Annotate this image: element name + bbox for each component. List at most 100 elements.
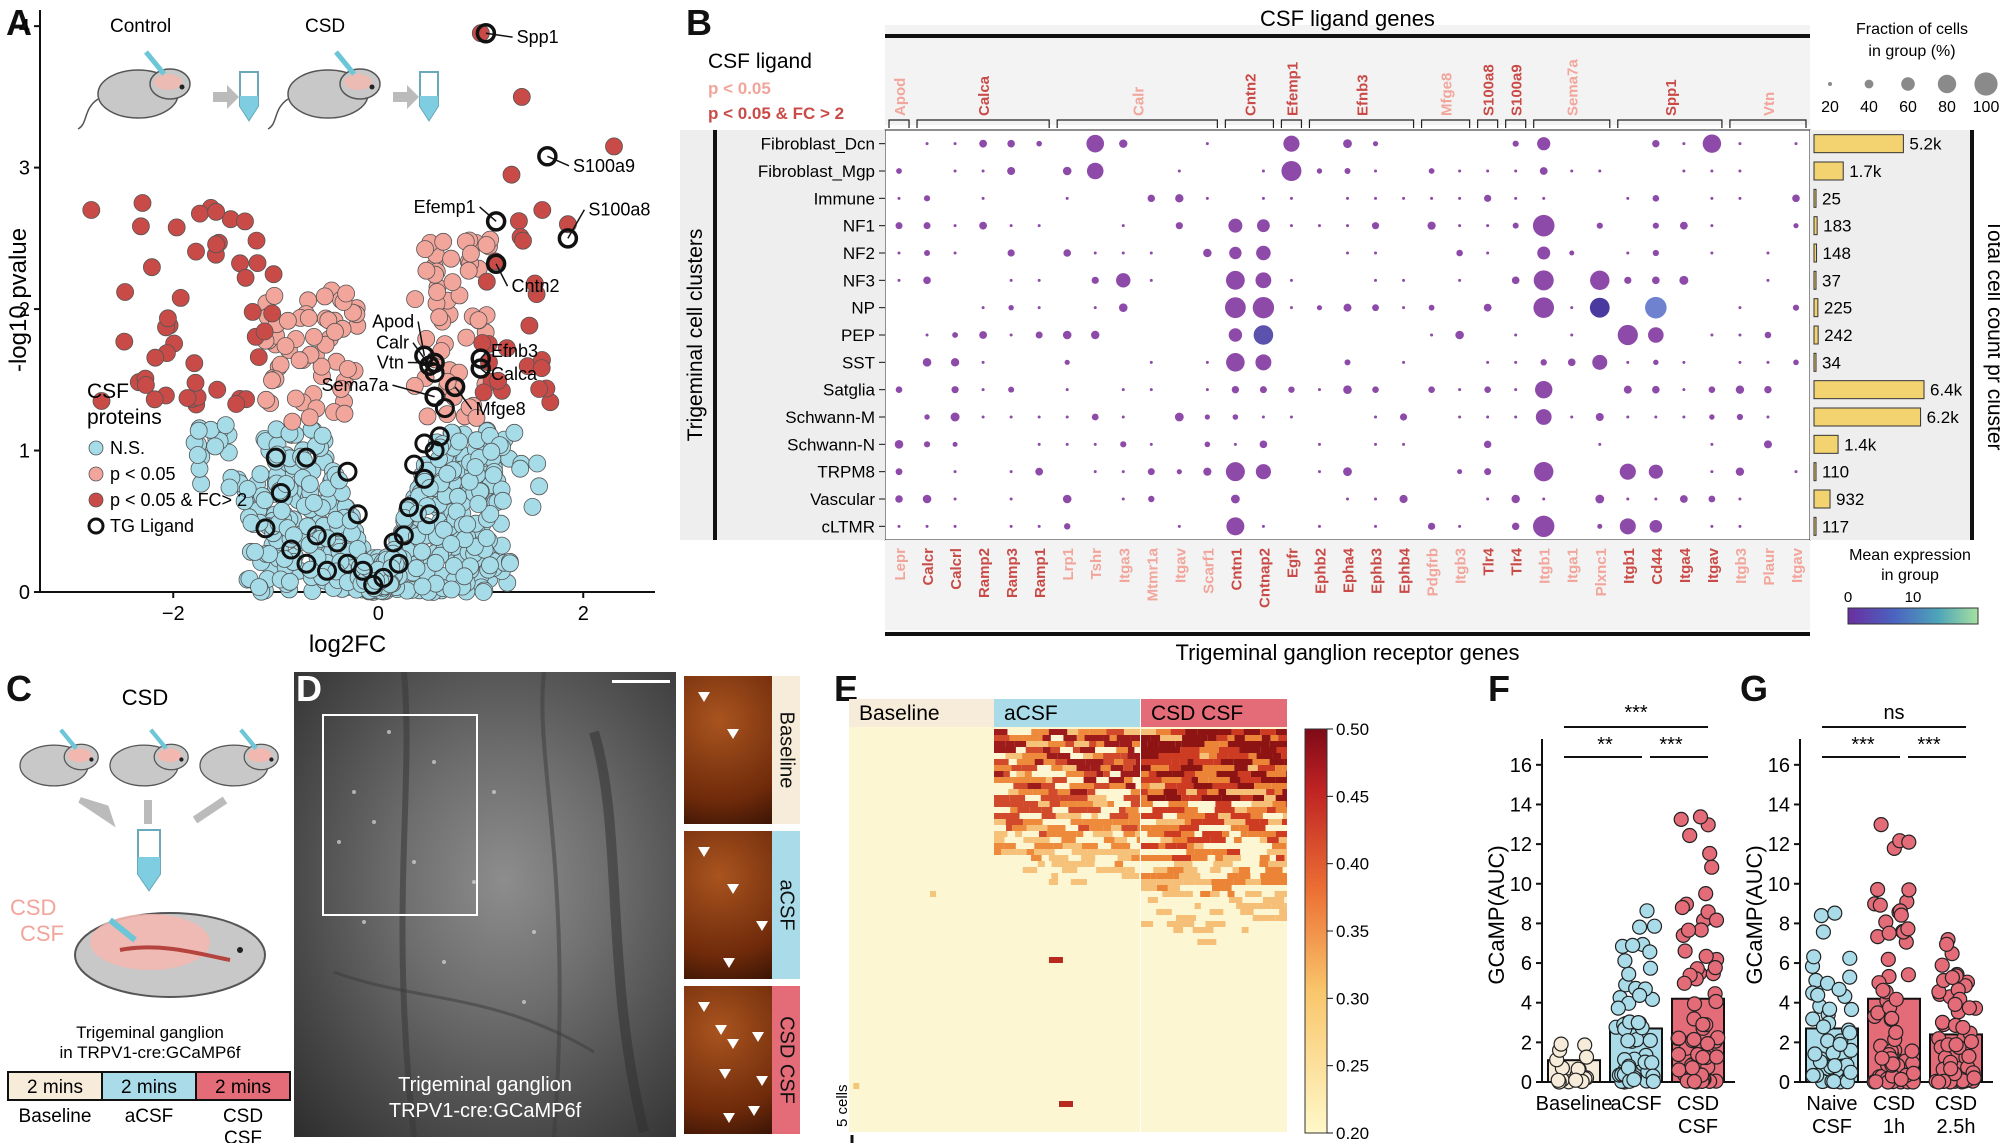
color-legend-title: Mean expression xyxy=(1849,547,1971,564)
heatmap-cell xyxy=(1180,747,1200,753)
y-tick-label: 16 xyxy=(1510,755,1532,777)
expression-dot xyxy=(923,222,931,230)
heatmap-cell xyxy=(1160,735,1183,741)
data-point xyxy=(1870,881,1886,898)
point-ns xyxy=(493,491,512,510)
data-point xyxy=(1948,1037,1964,1053)
heatmap-cell xyxy=(1051,873,1059,879)
heatmap-cell xyxy=(1194,849,1212,855)
point-fc xyxy=(512,88,531,106)
colorbar-tick-label: 0.25 xyxy=(1336,1057,1369,1076)
expression-dot xyxy=(1063,523,1071,530)
heatmap-cell xyxy=(1087,795,1107,801)
ligand-s100a9-ring xyxy=(537,146,558,167)
size-legend-dot xyxy=(1864,79,1874,89)
color-legend-tick: 10 xyxy=(1905,589,1922,606)
receptor-label: Plaur xyxy=(1761,548,1778,586)
mouse-eye xyxy=(89,757,94,762)
point-fc xyxy=(497,339,516,358)
expression-dot xyxy=(1619,463,1636,480)
heatmap-cell xyxy=(1062,765,1077,771)
inset-acsf: aCSF xyxy=(684,831,800,979)
expression-dot xyxy=(1374,196,1378,200)
mouse-brain xyxy=(90,914,210,970)
size-legend-dot xyxy=(1974,72,1998,96)
expression-dot xyxy=(1617,324,1638,346)
heatmap-cell xyxy=(1103,759,1115,765)
heatmap-cell xyxy=(1266,789,1275,795)
syringe xyxy=(239,728,258,750)
point-ns xyxy=(455,567,474,586)
heatmap-cell xyxy=(1271,783,1287,789)
heatmap-cell xyxy=(1281,849,1287,855)
point-fc xyxy=(178,389,197,407)
heatmap-cell xyxy=(1163,789,1178,795)
heatmap-cell xyxy=(1041,783,1055,789)
heatmap-cell xyxy=(1128,813,1140,819)
heatmap-cell xyxy=(1126,867,1135,873)
data-point xyxy=(1806,949,1822,965)
point-p05 xyxy=(304,327,323,346)
expression-dot xyxy=(1708,495,1716,503)
mouse-icon xyxy=(267,50,381,130)
timeline-duration: 2 mins xyxy=(27,1077,83,1098)
receptor-label: Epha4 xyxy=(1341,547,1358,593)
expression-dot xyxy=(1149,360,1153,364)
heatmap-cell xyxy=(1057,753,1071,759)
data-point xyxy=(1676,975,1692,991)
heatmap-cell xyxy=(1107,801,1115,807)
point-ns xyxy=(413,542,431,561)
expression-dot xyxy=(1428,168,1435,174)
ligand-label-calca: Calca xyxy=(491,364,538,384)
point-fc xyxy=(477,272,496,291)
expression-dot xyxy=(895,468,903,476)
mouse-brain xyxy=(157,748,182,763)
expression-dot xyxy=(1542,497,1546,501)
expression-dot xyxy=(1121,251,1125,255)
expression-dot xyxy=(1009,524,1013,528)
heatmap-cell xyxy=(1168,765,1181,771)
cluster-label: NF2 xyxy=(843,244,875,263)
expression-dot xyxy=(1648,327,1664,343)
data-point xyxy=(1617,953,1633,969)
expression-dot xyxy=(1595,413,1604,421)
expression-dot xyxy=(1484,468,1492,476)
heatmap-cell xyxy=(1244,789,1267,795)
heatmap-cell xyxy=(1055,813,1067,819)
expression-dot xyxy=(1455,330,1464,340)
expression-dot xyxy=(1597,523,1603,529)
ligand-label-efemp1: Efemp1 xyxy=(414,197,476,217)
heatmap-cell xyxy=(1039,741,1049,747)
count-label: 6.2k xyxy=(1927,408,1960,427)
data-point xyxy=(1901,834,1917,850)
expression-dot xyxy=(1427,221,1436,230)
expression-dot xyxy=(1343,303,1352,312)
heatmap-cell xyxy=(994,819,1006,825)
heatmap-cell xyxy=(1240,909,1254,915)
data-point xyxy=(1893,1071,1909,1087)
expression-dot xyxy=(1035,467,1044,476)
expression-dot xyxy=(1255,464,1272,480)
heatmap-cell xyxy=(1198,777,1209,783)
point-p05 xyxy=(337,284,356,303)
expression-dot xyxy=(1648,464,1663,479)
heatmap-cell xyxy=(1227,783,1238,789)
heatmap-cell xyxy=(1233,837,1242,843)
expression-dot xyxy=(1007,139,1015,148)
heatmap-cell xyxy=(1164,831,1182,837)
ligand-label: Sema7a xyxy=(1565,59,1582,116)
expression-dot xyxy=(1036,140,1042,147)
data-point xyxy=(1646,918,1663,934)
inset-label-text: Baseline xyxy=(775,711,798,789)
heatmap-cell xyxy=(1245,879,1261,885)
heatmap-cell xyxy=(1158,753,1177,759)
heatmap-cell xyxy=(1269,759,1285,765)
x-tick-label: CSF xyxy=(1812,1116,1852,1138)
expression-dot xyxy=(1738,524,1742,528)
cell-marker xyxy=(756,921,768,931)
expression-dot xyxy=(1537,246,1551,260)
heatmap-cell xyxy=(1227,873,1239,879)
heatmap-cell xyxy=(1252,915,1269,921)
point-fc xyxy=(605,137,623,156)
expression-dot xyxy=(1654,415,1658,419)
